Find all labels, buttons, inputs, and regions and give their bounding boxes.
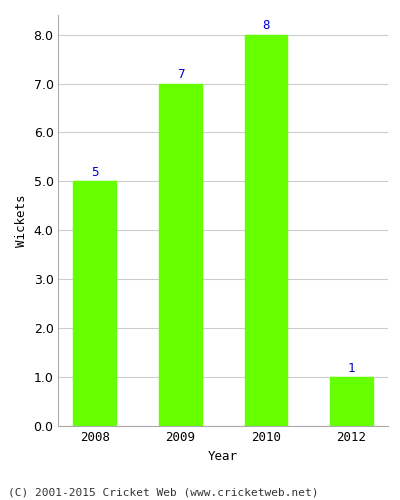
Text: (C) 2001-2015 Cricket Web (www.cricketweb.net): (C) 2001-2015 Cricket Web (www.cricketwe… [8, 488, 318, 498]
Bar [330, 377, 373, 426]
Bar [245, 34, 288, 426]
X-axis label: Year: Year [208, 450, 238, 462]
Y-axis label: Wickets: Wickets [15, 194, 28, 247]
Bar [73, 182, 116, 426]
Text: 8: 8 [262, 19, 270, 32]
Bar [159, 84, 202, 426]
Text: 7: 7 [177, 68, 184, 81]
Text: 5: 5 [91, 166, 98, 179]
Text: 1: 1 [348, 362, 355, 374]
